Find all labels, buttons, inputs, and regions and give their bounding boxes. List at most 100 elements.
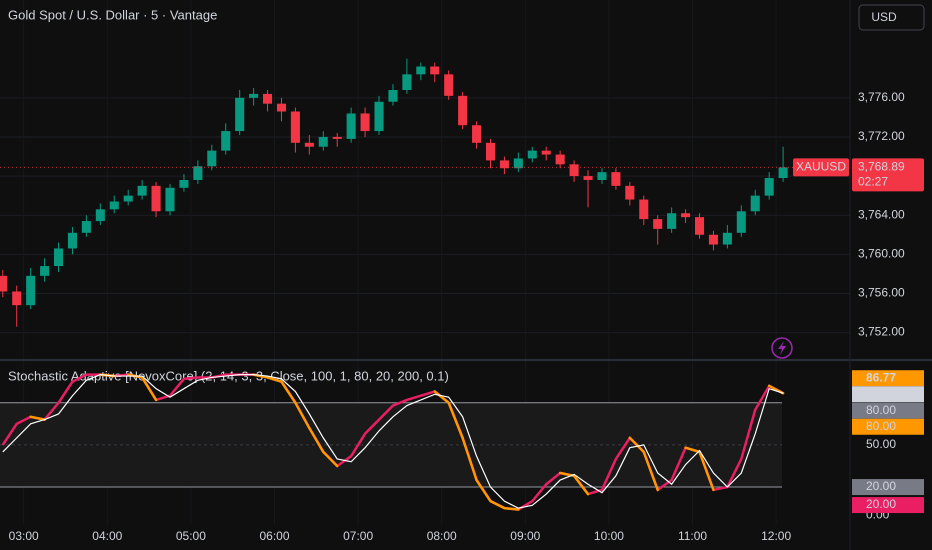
candle-body — [318, 136, 328, 147]
stoch-falling-segment — [489, 499, 506, 510]
level-box — [852, 418, 924, 435]
last-value-box — [852, 370, 924, 387]
candle-body — [67, 232, 77, 249]
candle-body — [694, 217, 705, 235]
x-tick-label: 12:00 — [761, 529, 791, 543]
candle-body — [12, 291, 22, 306]
candle-body — [527, 150, 537, 159]
candle-body — [360, 113, 370, 132]
candle-body — [332, 136, 342, 139]
last-value-label: 86.77 — [866, 386, 896, 400]
candle-body — [513, 158, 523, 169]
candle-body — [26, 275, 36, 306]
level-box — [852, 497, 924, 514]
candle-body — [151, 185, 161, 212]
y-tick-label: 3,764.00 — [858, 207, 905, 221]
stoch-falling-segment — [447, 401, 464, 440]
candle-body — [109, 201, 119, 210]
candle-body — [736, 211, 746, 233]
candle-body — [207, 150, 217, 167]
x-tick-label: 08:00 — [427, 529, 457, 543]
candle-body — [472, 125, 482, 143]
y-tick-label: 50.00 — [866, 437, 896, 451]
countdown-label: 02:27 — [858, 175, 888, 189]
symbol-box — [793, 158, 849, 177]
level-label: 20.00 — [866, 497, 896, 511]
x-tick-label: 09:00 — [510, 529, 540, 543]
candle-body — [778, 167, 788, 179]
candle-body — [681, 213, 691, 218]
candle-body — [304, 142, 314, 147]
candle-body — [374, 101, 384, 132]
x-tick-label: 11:00 — [678, 529, 707, 543]
level-label: 80.00 — [866, 403, 896, 417]
x-tick-label: 07:00 — [343, 529, 373, 543]
stoch-falling-segment — [266, 376, 283, 383]
stoch-falling-segment — [433, 390, 450, 404]
x-tick-label: 06:00 — [259, 529, 289, 543]
candle-body — [290, 111, 300, 143]
candle-body — [569, 164, 579, 177]
stoch-falling-segment — [503, 506, 520, 511]
candle-body — [81, 221, 91, 233]
stoch-falling-segment — [684, 446, 701, 454]
candle-body — [541, 150, 551, 155]
stoch-falling-segment — [475, 478, 492, 503]
x-tick-label: 10:00 — [594, 529, 624, 543]
candle-body — [40, 266, 50, 276]
last-price-label: 3,768.89 — [858, 160, 905, 174]
candle-body — [193, 166, 203, 180]
y-tick-label: 3,760.00 — [858, 246, 905, 260]
candle-body — [137, 185, 147, 196]
candle-body — [263, 93, 273, 104]
candle-body — [555, 154, 565, 165]
candle-body — [708, 234, 718, 245]
x-tick-label: 04:00 — [92, 529, 122, 543]
candle-body — [458, 95, 468, 126]
last-value-box — [852, 386, 924, 403]
candle-body — [750, 195, 760, 212]
stoch-falling-segment — [308, 426, 325, 454]
chart-title: Gold Spot / U.S. Dollar · 5 · Vantage — [8, 7, 217, 22]
level-box — [852, 479, 924, 496]
candle-body — [388, 89, 398, 102]
y-tick-label: 3,752.00 — [858, 325, 905, 339]
candle-body — [402, 74, 412, 90]
stoch-line — [2, 374, 784, 509]
candle-body — [221, 131, 231, 151]
candle-body — [597, 172, 607, 180]
stoch-falling-segment — [280, 380, 297, 404]
y-tick-label: 3,776.00 — [858, 90, 905, 104]
candle-body — [179, 179, 189, 188]
candle-body — [346, 113, 356, 139]
candle-body — [235, 97, 245, 132]
alert-icon-bolt — [778, 341, 786, 355]
candle-body — [123, 195, 133, 202]
stoch-falling-segment — [294, 401, 311, 430]
x-tick-label: 03:00 — [9, 529, 39, 543]
symbol-label: XAUUSD — [796, 160, 846, 174]
stoch-falling-segment — [140, 376, 158, 402]
alert-icon[interactable] — [771, 337, 793, 359]
candle-body — [764, 178, 774, 196]
candle-body — [667, 213, 677, 229]
currency-button[interactable] — [858, 4, 925, 31]
candle-body — [499, 160, 509, 169]
candle-body — [583, 176, 593, 180]
stoch-falling-segment — [29, 415, 46, 421]
candle-body — [165, 187, 175, 212]
currency-label[interactable]: USD — [871, 10, 897, 24]
candle-body — [276, 103, 287, 112]
level-label: 20.00 — [866, 479, 896, 493]
candle-body — [444, 74, 454, 96]
candle-body — [653, 219, 663, 229]
candle-body — [95, 209, 105, 222]
y-tick-label: 3,772.00 — [858, 129, 905, 143]
x-tick-label: 05:00 — [176, 529, 206, 543]
candle-body — [53, 248, 64, 267]
last-price-box — [852, 158, 924, 192]
stoch-falling-segment — [698, 450, 715, 492]
candle-body — [611, 172, 621, 186]
candle-body — [249, 93, 259, 98]
